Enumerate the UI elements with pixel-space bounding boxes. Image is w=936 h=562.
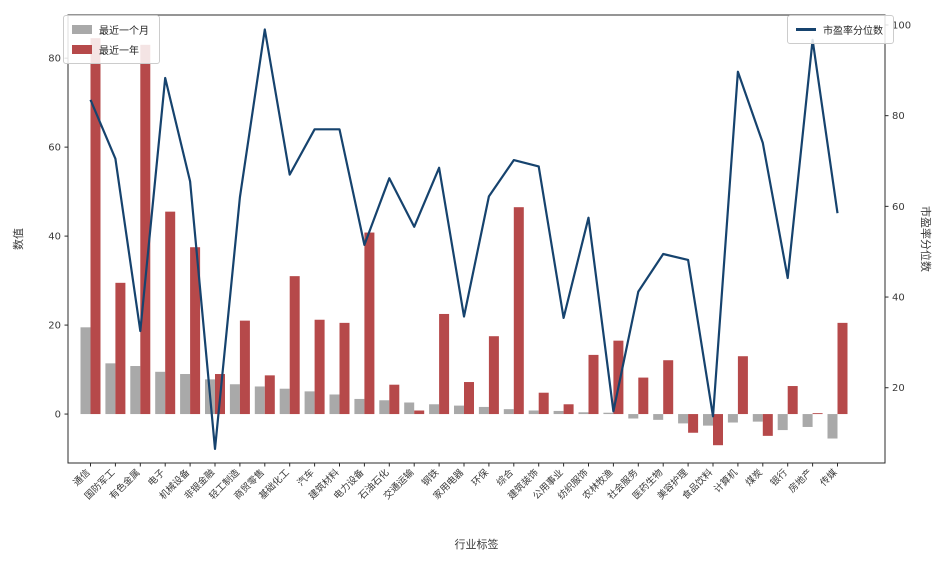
bar-最近一年-基础化工 — [289, 276, 300, 415]
left-axis-title: 数值 — [12, 228, 25, 250]
gray-bar-swatch-icon — [72, 25, 92, 34]
x-tick-label-钢铁: 钢铁 — [419, 466, 441, 488]
bar-最近一个月-基础化工 — [279, 388, 290, 415]
left-tick-label: 40 — [48, 232, 61, 243]
bar-最近一年-环保 — [488, 336, 499, 415]
legend-item-year: 最近一年 — [72, 42, 149, 57]
legend-label-pe: 市盈率分位数 — [823, 26, 883, 37]
bar-最近一年-银行 — [787, 386, 798, 415]
pe-percentile-line — [89, 28, 839, 450]
bar-最近一个月-交通运输 — [404, 402, 415, 415]
bar-最近一个月-有色金属 — [130, 366, 141, 415]
legend-label-month: 最近一个月 — [99, 26, 149, 37]
bar-最近一个月-综合 — [503, 409, 514, 415]
bar-最近一个月-钢铁 — [429, 404, 440, 415]
legend-item-pe: 市盈率分位数 — [796, 22, 883, 37]
bar-最近一年-交通运输 — [414, 410, 425, 415]
bar-最近一个月-房地产 — [802, 414, 813, 427]
red-bar-swatch-icon — [72, 45, 92, 54]
bar-最近一年-轻工制造 — [239, 320, 250, 415]
left-tick-label: 80 — [48, 54, 61, 65]
bar-最近一年-国防军工 — [115, 282, 126, 415]
x-axis-title: 行业标签 — [455, 537, 499, 551]
bar-最近一年-综合 — [513, 207, 524, 415]
bar-最近一年-机械设备 — [190, 247, 201, 415]
bar-最近一年-钢铁 — [439, 313, 450, 415]
bar-最近一年-房地产 — [812, 413, 823, 415]
right-tick-label: 60 — [892, 202, 905, 213]
bar-最近一个月-汽车 — [304, 391, 315, 415]
bar-最近一年-美容护理 — [688, 414, 699, 433]
bar-最近一个月-美容护理 — [678, 414, 689, 424]
bar-最近一年-医药生物 — [663, 360, 674, 415]
right-tick-label: 100 — [892, 20, 911, 31]
bar-最近一年-建筑材料 — [339, 322, 350, 415]
bar-最近一年-电力设备 — [364, 232, 375, 415]
bar-最近一年-计算机 — [737, 356, 748, 415]
bar-最近一个月-商贸零售 — [254, 386, 265, 415]
bar-最近一年-通信 — [90, 38, 101, 415]
bar-最近一个月-纺织服饰 — [578, 412, 589, 415]
bar-最近一个月-电子 — [155, 371, 166, 415]
x-tick-label-煤炭: 煤炭 — [743, 466, 765, 488]
bar-最近一个月-石油石化 — [379, 400, 390, 415]
legend-label-year: 最近一年 — [99, 46, 139, 57]
left-tick-label: 20 — [48, 321, 61, 332]
bar-最近一个月-煤炭 — [752, 414, 763, 422]
bar-最近一个月-银行 — [777, 414, 788, 431]
bar-最近一年-商贸零售 — [264, 375, 275, 415]
bar-最近一个月-通信 — [80, 327, 91, 415]
x-tick-label-通信: 通信 — [71, 467, 93, 489]
bar-最近一年-社会服务 — [638, 377, 649, 415]
bar-最近一年-家用电器 — [464, 382, 474, 415]
x-tick-label-电子: 电子 — [145, 466, 167, 488]
bar-最近一个月-建筑材料 — [329, 394, 340, 415]
bar-最近一年-纺织服饰 — [588, 354, 599, 415]
right-tick-label: 20 — [892, 383, 905, 394]
bar-最近一个月-农林牧渔 — [603, 412, 614, 415]
x-tick-label-汽车: 汽车 — [295, 467, 317, 489]
right-tick-label: 80 — [892, 111, 905, 122]
legend-item-month: 最近一个月 — [72, 22, 149, 37]
bar-最近一个月-环保 — [478, 406, 489, 415]
right-tick-label: 40 — [892, 293, 905, 304]
plot-border — [67, 14, 886, 464]
bar-最近一个月-国防军工 — [105, 363, 116, 415]
x-tick-label-综合: 综合 — [494, 466, 516, 488]
left-tick-label: 0 — [55, 410, 61, 421]
bar-最近一年-公用事业 — [563, 404, 574, 415]
bar-最近一个月-建筑装饰 — [528, 410, 539, 415]
bar-最近一个月-电力设备 — [354, 398, 365, 415]
x-tick-label-房地产: 房地产 — [786, 467, 815, 496]
bar-最近一年-食品饮料 — [713, 414, 723, 446]
bar-最近一年-煤炭 — [762, 414, 773, 436]
bar-最近一个月-公用事业 — [553, 410, 564, 415]
bar-最近一个月-社会服务 — [628, 414, 639, 419]
x-tick-label-计算机: 计算机 — [711, 466, 740, 495]
x-tick-label-环保: 环保 — [469, 466, 491, 488]
bar-最近一个月-食品饮料 — [703, 414, 713, 426]
bar-最近一个月-机械设备 — [180, 374, 191, 415]
bar-最近一年-传媒 — [837, 322, 848, 415]
bar-最近一年-农林牧渔 — [613, 340, 624, 415]
bar-最近一年-石油石化 — [389, 384, 400, 415]
bar-最近一年-有色金属 — [140, 44, 151, 415]
legend-line: 市盈率分位数 — [787, 15, 894, 44]
right-axis-title: 市盈率分位数 — [919, 206, 933, 272]
bar-最近一年-电子 — [165, 211, 176, 415]
bar-最近一年-建筑装饰 — [538, 392, 549, 415]
bar-最近一个月-家用电器 — [454, 405, 464, 415]
bar-最近一个月-轻工制造 — [229, 384, 240, 415]
bar-最近一个月-计算机 — [727, 414, 738, 423]
x-tick-label-银行: 银行 — [768, 466, 790, 488]
line-swatch-icon — [796, 28, 816, 31]
bar-最近一个月-医药生物 — [653, 414, 664, 420]
legend-bars: 最近一个月 最近一年 — [63, 15, 160, 64]
bar-最近一个月-传媒 — [827, 414, 838, 439]
left-tick-label: 60 — [48, 143, 61, 154]
x-tick-label-传媒: 传媒 — [818, 466, 840, 488]
bar-最近一年-汽车 — [314, 319, 325, 415]
